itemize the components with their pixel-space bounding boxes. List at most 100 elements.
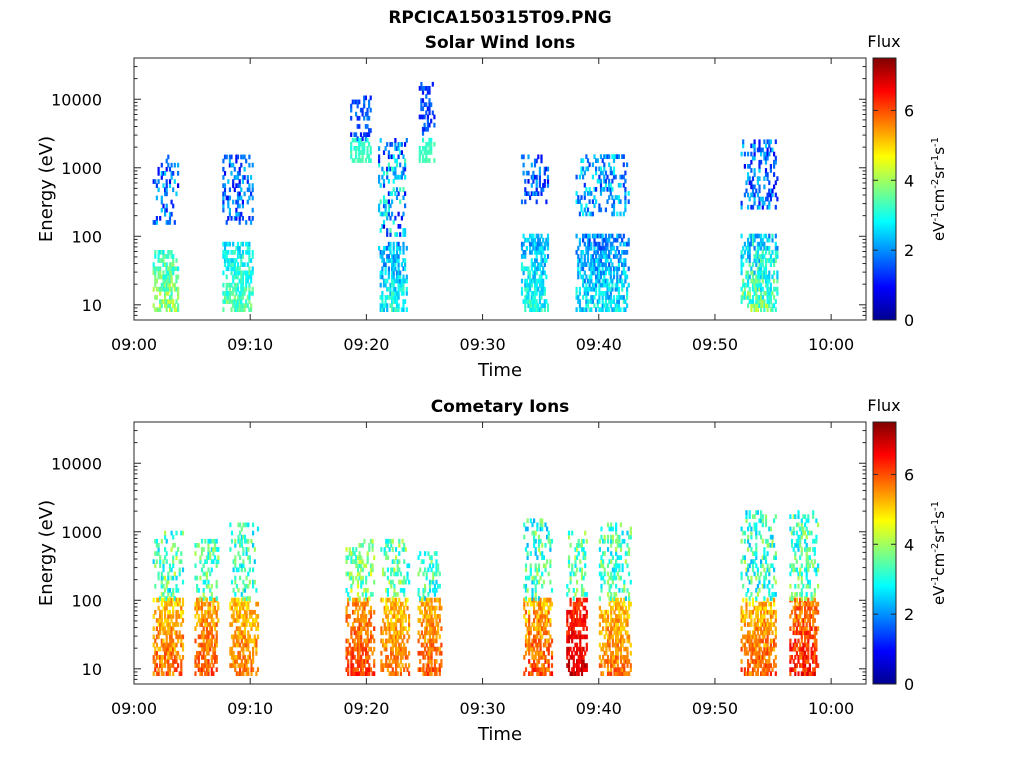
heatmap-cell [534,650,537,656]
heatmap-cell [613,575,616,581]
heatmap-cell [371,547,374,552]
heatmap-cell [766,618,769,623]
heatmap-cell [199,642,202,648]
heatmap-cell [530,282,533,288]
heatmap-cell [758,618,761,623]
heatmap-cell [760,245,763,251]
heatmap-cell [202,547,205,552]
heatmap-cell [360,630,363,636]
heatmap-cell [525,266,528,272]
heatmap-cell [571,530,574,536]
heatmap-cell [541,655,544,660]
heatmap-cell [235,154,238,160]
heatmap-cell [616,597,619,603]
heatmap-cell [601,170,604,176]
heatmap-cell [766,196,769,202]
heatmap-cell [755,188,758,194]
heatmap-cell [168,655,172,660]
heatmap-cell [197,543,200,548]
heatmap-cell [238,303,241,308]
heatmap-cell [235,274,238,280]
heatmap-cell [404,597,407,603]
heatmap-cell [609,274,612,280]
heatmap-cell [237,601,240,607]
heatmap-cell [756,180,759,186]
heatmap-cell [401,547,404,552]
heatmap-cell [751,646,755,652]
heatmap-cell [582,174,585,180]
heatmap-cell [230,646,234,652]
heatmap-cell [205,583,208,589]
heatmap-cell [621,286,624,292]
heatmap-cell [243,601,247,607]
heatmap-cell [577,245,580,251]
heatmap-cell [764,605,768,611]
heatmap-cell [606,522,610,528]
heatmap-cell [606,286,609,292]
heatmap-cell [534,609,537,615]
heatmap-cell [769,622,772,627]
heatmap-cell [603,634,606,640]
heatmap-cell [571,618,574,623]
heatmap-cell [403,588,406,593]
heatmap-cell [253,609,256,615]
heatmap-cell [425,94,428,99]
heatmap-cell [164,286,167,292]
heatmap-cell [391,142,394,147]
heatmap-cell [539,522,542,528]
heatmap-cell [152,659,155,664]
heatmap-cell [538,237,541,243]
heatmap-cell [598,299,601,304]
heatmap-cell [590,254,593,259]
heatmap-cell [595,254,598,259]
heatmap-cell [391,303,394,308]
heatmap-cell [390,622,393,627]
heatmap-cell [606,655,610,660]
heatmap-cell [180,614,183,619]
heatmap-cell [428,158,431,163]
heatmap-cell [246,241,249,247]
heatmap-cell [582,233,585,239]
heatmap-cell [197,659,200,664]
heatmap-cell [755,622,758,627]
heatmap-cell [585,282,588,288]
heatmap-cell [428,630,432,636]
heatmap-cell [398,551,401,556]
heatmap-cell [583,270,586,276]
heatmap-cell [241,203,244,209]
heatmap-cell [240,538,243,544]
heatmap-cell [213,555,217,560]
heatmap-cell [348,650,351,656]
heatmap-cell [755,663,758,668]
heatmap-cell [235,158,238,164]
heatmap-cell [764,671,768,676]
heatmap-cell [619,241,622,247]
heatmap-cell [629,579,632,585]
heatmap-cell [768,139,771,145]
colorbar-title: Flux [867,32,900,51]
heatmap-cell [223,258,227,263]
heatmap-cell [162,183,165,188]
heatmap-cell [383,605,386,611]
heatmap-cell [617,307,620,312]
heatmap-cell [387,211,390,217]
heatmap-cell [181,567,185,573]
heatmap-cell [389,291,392,296]
heatmap-cell [751,204,755,210]
heatmap-cell [199,559,202,564]
heatmap-cell [408,634,411,640]
heatmap-cell [347,663,350,668]
heatmap-cell [537,538,541,544]
heatmap-cell [358,551,361,556]
heatmap-cell [748,671,751,676]
heatmap-cell [207,543,210,548]
heatmap-cell [586,254,590,259]
heatmap-cell [401,646,404,652]
heatmap-cell [396,609,399,615]
heatmap-cell [162,262,165,267]
heatmap-cell [382,219,386,225]
heatmap-cell [232,250,235,255]
heatmap-cell [766,634,769,640]
heatmap-cell [379,274,382,280]
heatmap-cell [175,655,178,660]
